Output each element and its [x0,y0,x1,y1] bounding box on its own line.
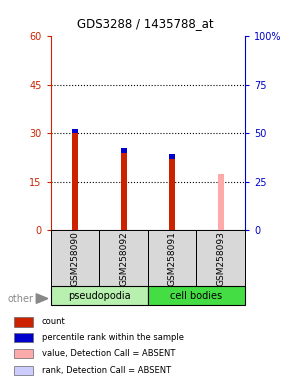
Bar [14,333,33,342]
Bar [14,317,33,326]
Text: GSM258093: GSM258093 [216,231,225,286]
Text: count: count [41,318,65,326]
Text: other: other [7,294,33,304]
Bar [148,286,245,305]
Bar [121,148,126,153]
Text: percentile rank within the sample: percentile rank within the sample [41,333,184,342]
Bar [51,230,99,286]
Bar [99,230,148,286]
Bar [72,129,78,134]
Text: GSM258091: GSM258091 [168,231,177,286]
Bar [196,230,245,286]
Bar [148,230,196,286]
Bar [72,134,78,230]
Text: cell bodies: cell bodies [171,291,222,301]
Text: GDS3288 / 1435788_at: GDS3288 / 1435788_at [77,17,213,30]
Bar [14,366,33,375]
Text: GSM258090: GSM258090 [70,231,79,286]
Bar [169,154,175,159]
Polygon shape [36,294,48,303]
Bar [14,349,33,358]
Text: value, Detection Call = ABSENT: value, Detection Call = ABSENT [41,349,175,358]
Bar [121,153,126,230]
Bar [51,286,148,305]
Text: rank, Detection Call = ABSENT: rank, Detection Call = ABSENT [41,366,171,375]
Text: GSM258092: GSM258092 [119,231,128,286]
Text: pseudopodia: pseudopodia [68,291,130,301]
Bar [218,174,224,230]
Bar [169,159,175,230]
